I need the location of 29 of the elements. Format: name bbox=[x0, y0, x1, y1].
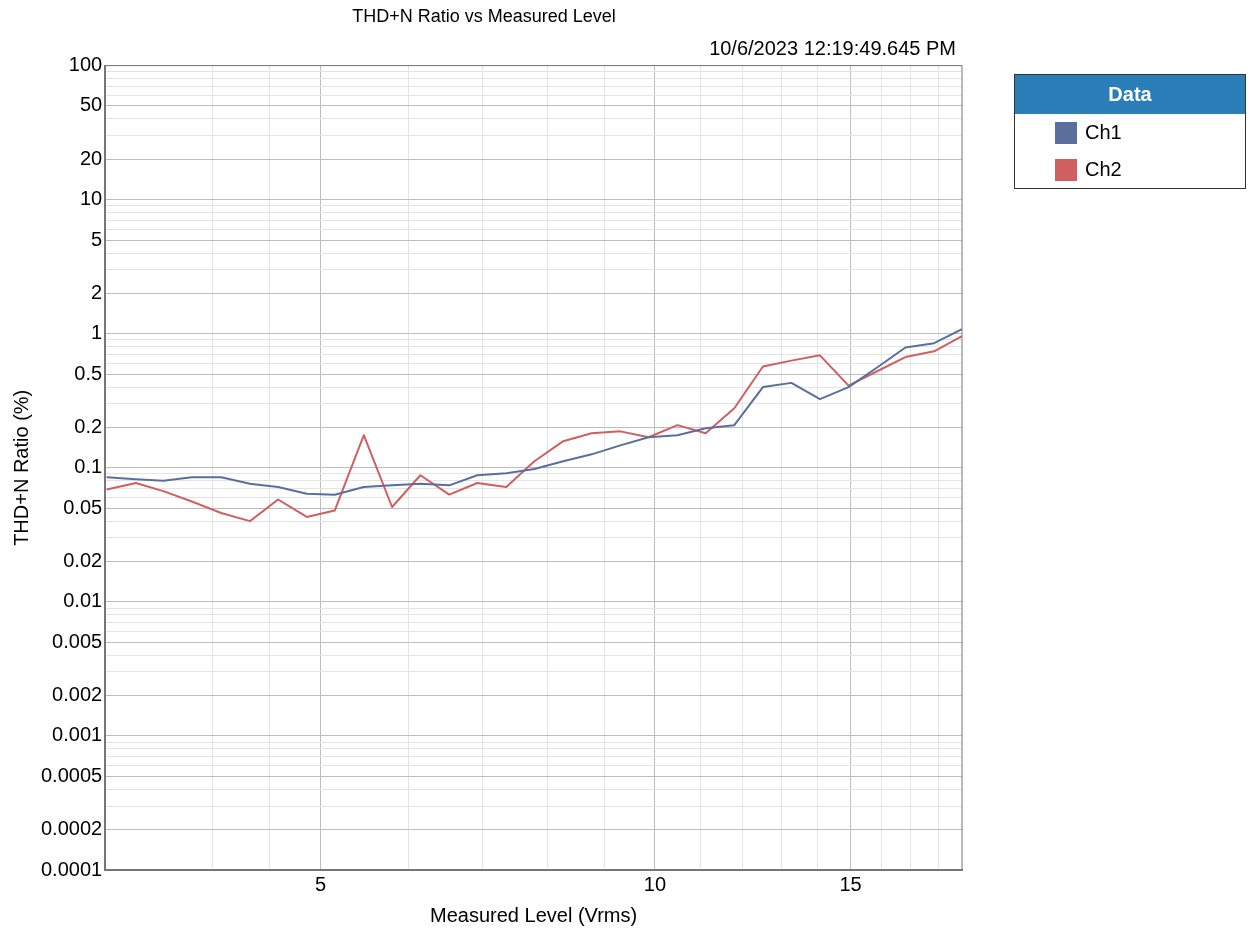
chart-title: THD+N Ratio vs Measured Level bbox=[352, 5, 616, 26]
y-tick-label: 2 bbox=[91, 280, 103, 303]
y-tick-label: 0.02 bbox=[63, 549, 103, 572]
y-tick-label: 0.5 bbox=[74, 361, 103, 384]
x-tick-label: 10 bbox=[643, 872, 667, 895]
y-tick-label: 0.002 bbox=[52, 683, 103, 706]
y-axis-title: THD+N Ratio (%) bbox=[9, 389, 32, 546]
y-tick-label: 0.001 bbox=[52, 723, 103, 746]
y-tick-label: 0.0001 bbox=[41, 857, 103, 880]
x-tick-label: 5 bbox=[314, 872, 327, 895]
y-tick-label: 1 bbox=[91, 321, 103, 344]
x-tick-label: 15 bbox=[839, 872, 862, 895]
y-tick-label: 20 bbox=[79, 146, 103, 169]
legend-title: Data bbox=[1015, 75, 1245, 114]
y-tick-label: 50 bbox=[79, 93, 103, 116]
y-tick-label: 0.1 bbox=[74, 455, 103, 478]
y-tick-label: 0.01 bbox=[63, 589, 103, 612]
y-tick-label: 0.0002 bbox=[41, 817, 103, 840]
legend-label: Ch1 bbox=[1085, 121, 1122, 144]
y-tick-label: 10 bbox=[79, 187, 103, 210]
y-tick-label: 5 bbox=[91, 227, 103, 250]
y-tick-label: 0.2 bbox=[74, 414, 103, 437]
text: 10/6/2023 12:19:49.645 PM bbox=[709, 37, 956, 60]
y-tick-label: 0.0005 bbox=[41, 763, 103, 786]
y-tick-label: 100 bbox=[68, 53, 103, 76]
y-tick-label: 0.005 bbox=[52, 629, 103, 652]
legend-label: Ch2 bbox=[1085, 158, 1122, 181]
y-tick-label: 0.05 bbox=[63, 495, 103, 518]
x-axis-title: Measured Level (Vrms) bbox=[430, 903, 638, 926]
